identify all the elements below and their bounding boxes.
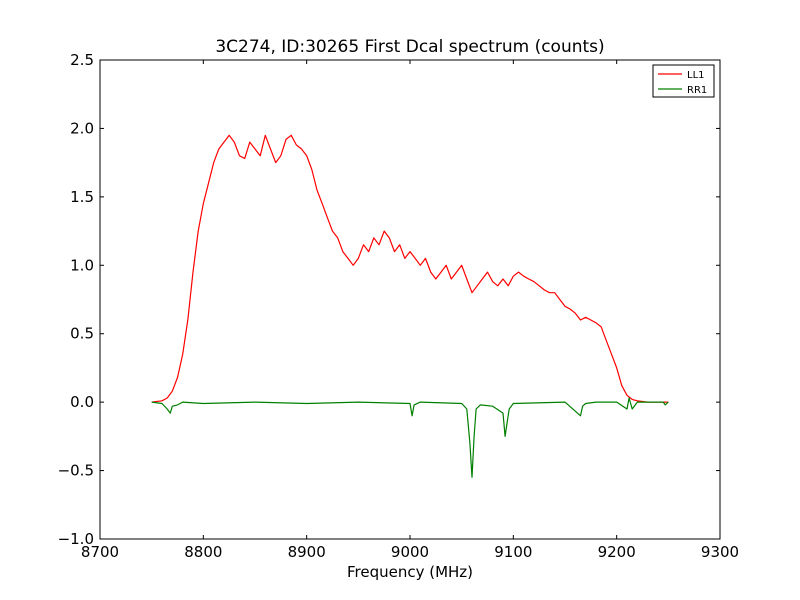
x-tick-label: 8700 xyxy=(81,543,119,561)
y-tick-label: 1.5 xyxy=(70,188,94,206)
legend-box xyxy=(652,64,715,98)
x-axis-label: Frequency (MHz) xyxy=(347,563,473,581)
series-line-ll1 xyxy=(151,134,669,403)
x-tick-label: 8900 xyxy=(288,543,326,561)
x-tick-label: 9000 xyxy=(391,543,429,561)
axis-ticks: 8700 8800 8900 9000 9100 9200 9300 −1.0 −0.5 0.0 0… xyxy=(58,51,740,561)
legend-label-ll1: LL1 xyxy=(687,70,705,81)
y-tick-label: 0.5 xyxy=(70,325,94,343)
x-tick-label: 9200 xyxy=(598,543,636,561)
y-tick-label: 2.0 xyxy=(70,119,94,137)
x-tick-label: 9100 xyxy=(494,543,532,561)
plot-area xyxy=(151,134,669,478)
series-line-rr1 xyxy=(151,397,669,478)
plot-frame xyxy=(99,59,721,540)
y-tick-label: 2.5 xyxy=(70,51,94,69)
legend-label-rr1: RR1 xyxy=(687,85,707,96)
y-tick-label: 0.0 xyxy=(70,393,94,411)
y-tick-label: 1.0 xyxy=(70,256,94,274)
y-tick-label: −0.5 xyxy=(58,462,94,480)
chart-title: 3C274, ID:30265 First Dcal spectrum (cou… xyxy=(215,37,604,57)
x-tick-label: 8800 xyxy=(184,543,222,561)
x-tick-label: 9300 xyxy=(701,543,739,561)
y-tick-label: −1.0 xyxy=(58,530,94,548)
